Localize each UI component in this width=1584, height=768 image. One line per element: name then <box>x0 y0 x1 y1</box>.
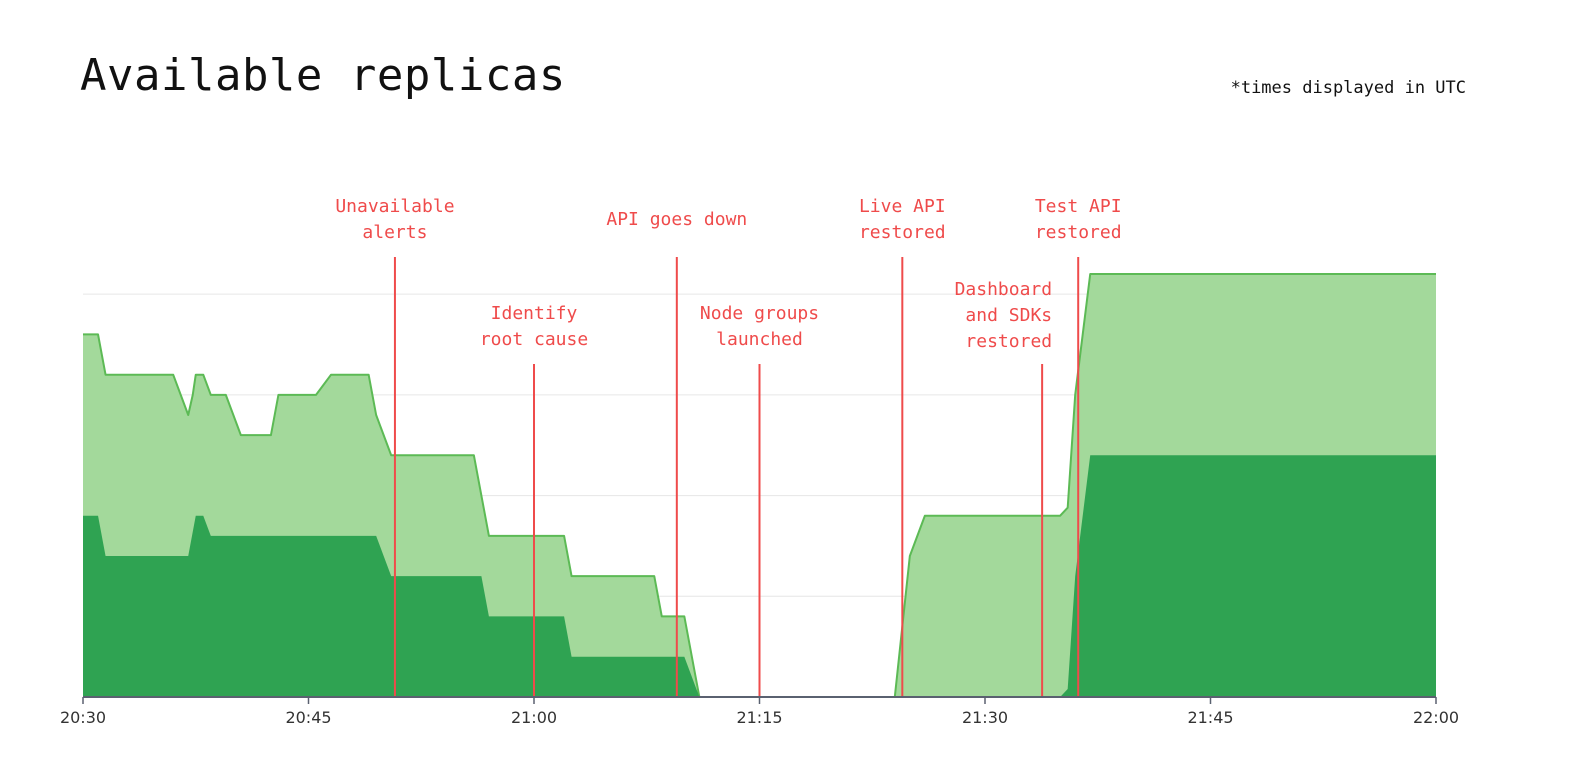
event-label: restored <box>859 222 946 243</box>
timezone-note: *times displayed in UTC <box>1230 78 1466 98</box>
event-label: Unavailable <box>335 196 454 217</box>
event-label: Identify <box>491 303 578 324</box>
x-tick-label: 21:00 <box>511 708 557 727</box>
series-1-line <box>83 273 1436 698</box>
event-label: Live API <box>859 196 946 217</box>
area-layer <box>83 273 1436 698</box>
x-tick-label: 22:00 <box>1413 708 1459 727</box>
event-label: API goes down <box>606 209 747 230</box>
chart-title: Available replicas <box>80 50 566 101</box>
x-tick-label: 21:45 <box>1187 708 1233 727</box>
event-label: root cause <box>480 329 588 350</box>
x-tick-label: 21:30 <box>962 708 1008 727</box>
event-label: alerts <box>362 222 427 243</box>
series-2-area <box>83 455 1436 697</box>
x-tick-label: 21:15 <box>736 708 782 727</box>
event-label: Node groups <box>700 303 819 324</box>
event-label: restored <box>1035 222 1122 243</box>
x-axis: 20:30 20:45 21:00 21:15 21:30 21:45 22:00 <box>60 696 1459 727</box>
event-label: restored <box>965 331 1052 352</box>
event-layer: Unavailable alerts Identify root cause API g… <box>335 196 1122 697</box>
event-label: Test API <box>1035 196 1122 217</box>
event-label: and SDKs <box>965 305 1052 326</box>
x-tick-label: 20:30 <box>60 708 106 727</box>
event-label: launched <box>716 329 803 350</box>
event-label: Dashboard <box>955 279 1053 300</box>
x-tick-label: 20:45 <box>285 708 331 727</box>
